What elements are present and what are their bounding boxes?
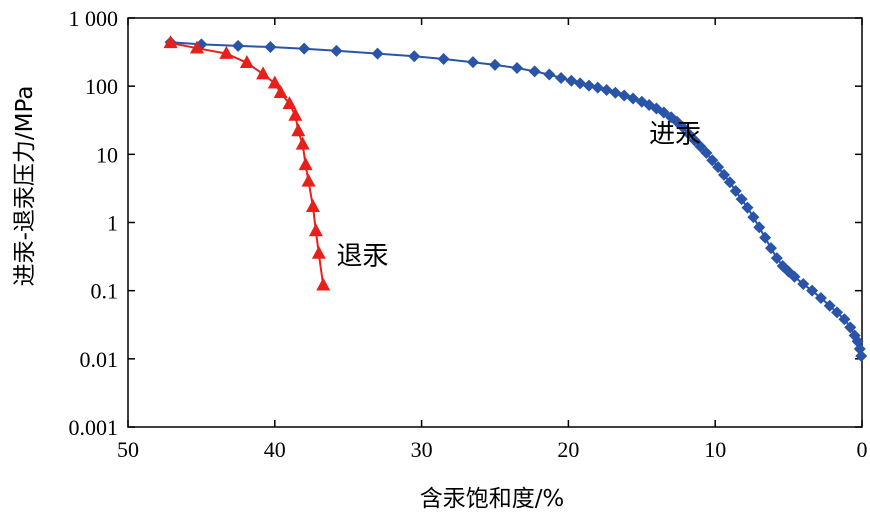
data-point-triangle [291, 123, 306, 137]
series-extrusion [163, 35, 331, 291]
data-point-diamond [591, 81, 604, 94]
data-point-diamond [408, 50, 421, 63]
data-point-diamond [657, 106, 670, 119]
series-annotation: 退汞 [336, 242, 388, 272]
data-point-triangle [273, 84, 288, 98]
data-point-diamond [823, 299, 836, 312]
data-point-diamond [466, 56, 479, 69]
series-line [170, 41, 863, 357]
data-point-triangle [295, 136, 310, 150]
data-point-triangle [256, 66, 271, 80]
x-tick-label: 10 [704, 437, 726, 462]
data-point-diamond [764, 242, 777, 255]
data-point-diamond [712, 161, 725, 174]
data-point-triangle [219, 45, 234, 59]
data-point-triangle [239, 55, 254, 69]
data-point-diamond [855, 350, 868, 363]
data-point-diamond [574, 77, 587, 90]
data-point-triangle [288, 107, 303, 121]
data-point-diamond [723, 176, 736, 189]
plot-area [127, 17, 863, 428]
data-point-triangle [301, 173, 316, 187]
data-point-diamond [735, 193, 748, 206]
data-point-triangle [305, 198, 320, 212]
data-point-diamond [232, 39, 245, 52]
data-point-diamond [759, 231, 772, 244]
data-point-triangle [316, 277, 331, 291]
data-point-diamond [565, 74, 578, 87]
data-point-diamond [741, 201, 754, 214]
y-tick-label: 10 [96, 142, 118, 167]
x-tick-label: 50 [117, 437, 139, 462]
data-point-diamond [264, 41, 277, 54]
y-tick-label: 0.001 [69, 415, 119, 440]
data-point-diamond [688, 134, 701, 147]
data-point-diamond [609, 86, 622, 99]
data-point-diamond [555, 71, 568, 84]
data-point-diamond [682, 127, 695, 140]
data-series [163, 35, 868, 363]
x-tick-label: 40 [264, 437, 286, 462]
series-line [170, 42, 325, 286]
data-point-diamond [694, 140, 707, 153]
data-point-diamond [700, 146, 713, 159]
data-point-diamond [371, 47, 384, 60]
data-point-diamond [511, 61, 524, 74]
data-point-triangle [267, 75, 282, 89]
data-point-diamond [582, 79, 595, 92]
data-point-diamond [489, 58, 501, 71]
x-tick-label: 30 [411, 437, 433, 462]
data-point-triangle [163, 35, 178, 49]
x-tick-label: 20 [557, 437, 579, 462]
data-point-diamond [718, 168, 731, 181]
x-tick-label: 0 [857, 437, 868, 462]
y-axis-title: 进汞-退汞压力/MPa [12, 86, 38, 287]
data-point-diamond [844, 321, 857, 334]
data-point-diamond [831, 306, 844, 319]
data-point-diamond [330, 44, 343, 57]
plot-frame [127, 17, 863, 428]
data-point-diamond [298, 42, 311, 55]
data-point-diamond [770, 252, 783, 265]
data-point-triangle [308, 223, 323, 237]
series-annotation: 进汞 [649, 119, 701, 149]
series-intrusion [164, 36, 868, 363]
data-point-diamond [626, 92, 639, 105]
x-axis-title: 含汞饱和度/% [420, 486, 565, 512]
data-point-diamond [806, 284, 819, 297]
data-point-triangle [189, 40, 204, 54]
data-point-diamond [676, 121, 689, 134]
data-point-diamond [788, 270, 801, 283]
data-point-triangle [311, 245, 326, 259]
y-tick-label: 0.1 [91, 279, 119, 304]
data-point-diamond [543, 68, 556, 81]
data-point-diamond [729, 184, 742, 197]
data-point-diamond [797, 278, 810, 291]
data-point-triangle [298, 157, 313, 171]
data-point-triangle [282, 96, 297, 110]
data-point-diamond [747, 211, 760, 224]
data-point-diamond [437, 53, 450, 66]
y-tick-label: 100 [85, 74, 118, 99]
y-tick-label: 1 [107, 211, 118, 236]
data-point-diamond [528, 65, 541, 78]
data-point-diamond [753, 221, 766, 234]
y-tick-label: 0.01 [80, 347, 119, 372]
y-tick-label: 1 000 [69, 6, 119, 31]
data-point-diamond [706, 154, 719, 167]
data-point-diamond [838, 313, 851, 326]
data-point-diamond [814, 292, 827, 305]
